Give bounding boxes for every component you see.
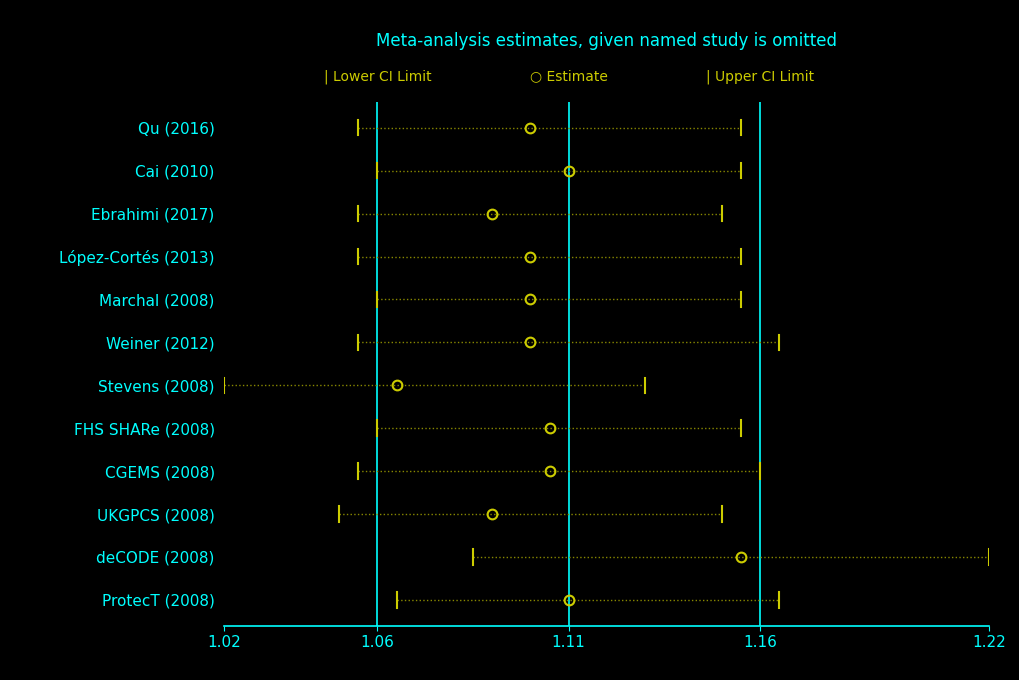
Text: | Lower CI Limit: | Lower CI Limit	[323, 69, 431, 84]
Text: | Upper CI Limit: | Upper CI Limit	[705, 69, 813, 84]
Text: ○ Estimate: ○ Estimate	[529, 69, 607, 84]
Text: Meta-analysis estimates, given named study is omitted: Meta-analysis estimates, given named stu…	[376, 32, 837, 50]
